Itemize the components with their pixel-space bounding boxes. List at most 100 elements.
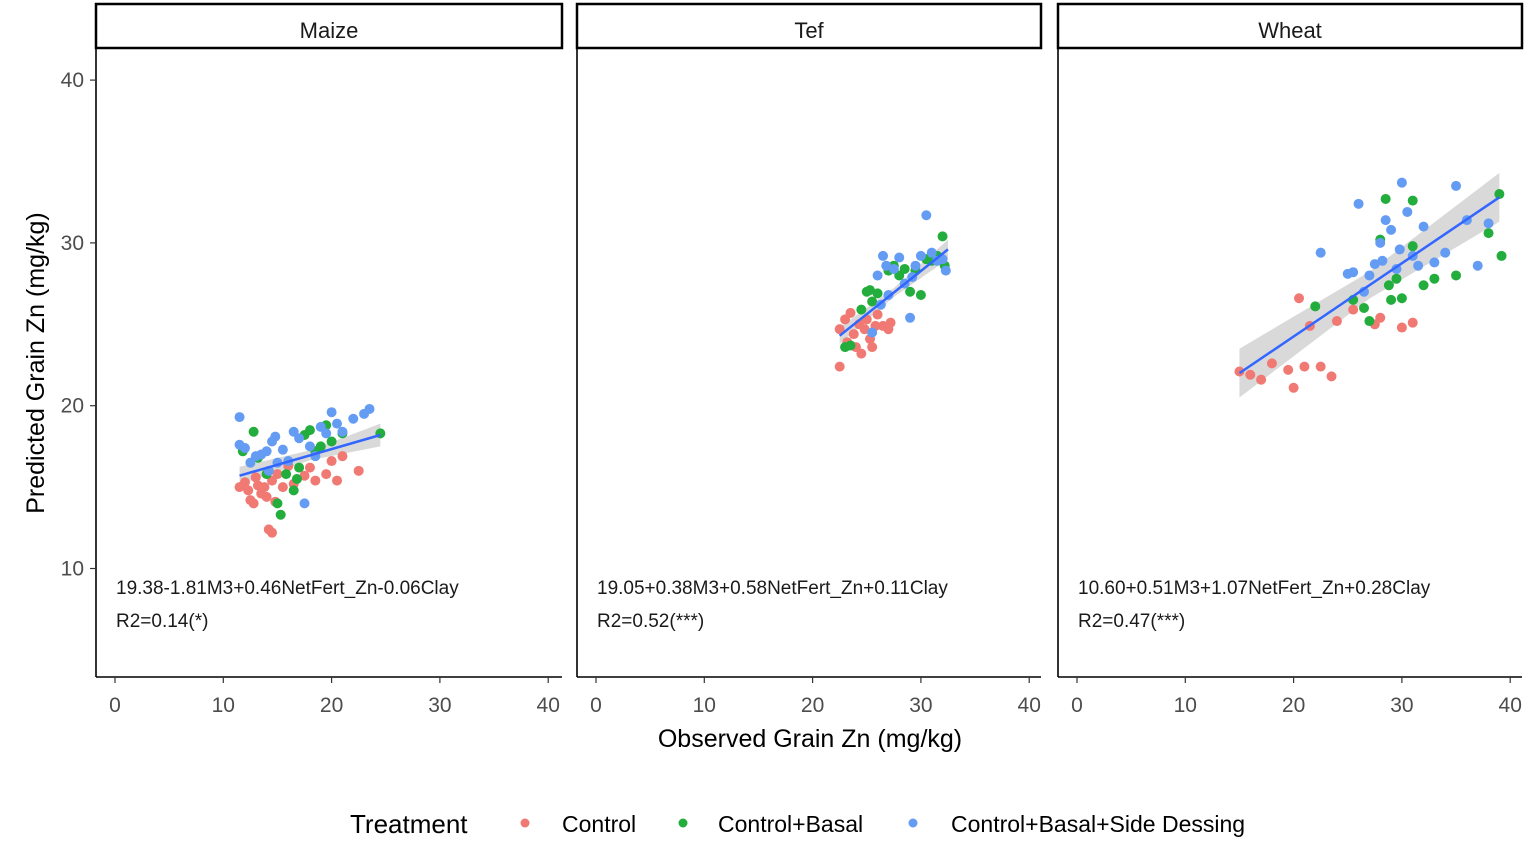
strip-label-wheat: Wheat: [1258, 18, 1322, 43]
point-tef-control-4: [845, 307, 856, 318]
point-tef-control-basal-5: [867, 296, 878, 307]
point-wheat-control-basal-2: [1358, 303, 1369, 314]
point-maize-control-23: [332, 475, 343, 486]
fit-line-wheat: [1238, 196, 1501, 375]
point-maize-control-basal-5: [275, 509, 286, 520]
point-wheat-control-basal-15: [1496, 250, 1507, 261]
point-wheat-control-7: [1299, 361, 1310, 372]
point-maize-control-basal-9: [294, 462, 305, 473]
r2-tef: R2=0.52(***): [597, 611, 704, 632]
point-tef-control-5: [848, 329, 859, 340]
point-tef-control-basal-side-dessing-8: [905, 312, 916, 323]
point-wheat-control-basal-side-dessing-13: [1413, 260, 1424, 271]
r2-maize: R2=0.14(*): [116, 611, 208, 632]
point-wheat-control-15: [1396, 322, 1407, 333]
point-tef-control-basal-side-dessing-2: [877, 250, 888, 261]
point-tef-control-basal-side-dessing-1: [872, 270, 883, 281]
point-wheat-control-basal-side-dessing-22: [1377, 255, 1388, 266]
point-wheat-control-11: [1331, 316, 1342, 327]
strip-label-maize: Maize: [300, 18, 359, 43]
point-maize-control-basal-side-dessing-2: [239, 443, 250, 454]
point-maize-control-basal-side-dessing-19: [332, 418, 343, 429]
point-wheat-control-0: [1234, 366, 1245, 377]
point-maize-control-basal-side-dessing-14: [299, 498, 310, 509]
point-wheat-control-basal-side-dessing-3: [1353, 198, 1364, 209]
point-tef-control-basal-10: [899, 263, 910, 274]
point-maize-control-basal-side-dessing-21: [348, 413, 359, 424]
legend-label-control-basal: Control+Basal: [718, 811, 863, 837]
equation-maize: 19.38-1.81M3+0.46NetFert_Zn-0.06Clay: [116, 578, 459, 599]
x-tick-label-wheat-10: 10: [1174, 694, 1197, 717]
legend-title: Treatment: [350, 809, 468, 839]
panel-tef: Tef 0 10 20 30 40 19.05+0.38M3+0.58NetFert_Zn+…: [575, 2, 1043, 717]
point-maize-control-basal-side-dessing-8: [270, 431, 281, 442]
point-maize-control-24: [337, 451, 348, 462]
point-maize-control-basal-side-dessing-17: [321, 428, 332, 439]
point-wheat-control-4: [1283, 364, 1294, 375]
point-wheat-control-basal-3: [1364, 316, 1375, 327]
point-maize-control-9: [261, 491, 272, 502]
point-tef-control-basal-side-dessing-5: [888, 263, 899, 274]
r2-wheat: R2=0.47(***): [1078, 611, 1185, 632]
point-wheat-control-12: [1348, 304, 1359, 315]
point-maize-control-14: [272, 469, 283, 480]
point-maize-control-2: [243, 485, 254, 496]
x-tick-label-tef-40: 40: [1018, 694, 1041, 717]
point-wheat-control-9: [1315, 361, 1326, 372]
point-tef-control-8: [856, 348, 867, 359]
point-maize-control-15: [277, 482, 288, 493]
point-wheat-control-basal-side-dessing-20: [1483, 218, 1494, 229]
panel-maize: Maize 0 10 20 30 40 10 20 30 40 19.38-1.81M3+0.46N…: [61, 2, 564, 717]
point-maize-control-basal-6: [281, 469, 292, 480]
strip-label-tef: Tef: [794, 18, 824, 43]
point-wheat-control-basal-5: [1380, 193, 1391, 204]
x-tick-label-maize-20: 20: [320, 694, 343, 717]
point-maize-control-5: [250, 472, 261, 483]
point-tef-control-1: [834, 361, 845, 372]
x-tick-label-maize-40: 40: [537, 694, 560, 717]
point-wheat-control-1: [1245, 369, 1256, 380]
point-maize-control-25: [353, 465, 364, 476]
point-tef-control-basal-side-dessing-10: [915, 250, 926, 261]
fit-line-maize: [239, 433, 381, 477]
panel-wheat: Wheat 0 10 20 30 40 10.60+0.51M3+1.07NetFert_Z…: [1056, 2, 1524, 717]
point-wheat-control-basal-side-dessing-0: [1315, 247, 1326, 258]
strip-tef: [575, 2, 1043, 50]
fit-line-tef: [838, 248, 949, 337]
point-maize-control-11: [267, 527, 278, 538]
point-tef-control-basal-6: [872, 288, 883, 299]
point-wheat-control-basal-side-dessing-17: [1451, 180, 1462, 191]
point-wheat-control-basal-13: [1483, 228, 1494, 239]
point-tef-control-basal-side-dessing-3: [881, 260, 892, 271]
point-tef-control-basal-4: [864, 285, 875, 296]
legend-label-control: Control: [562, 811, 636, 837]
point-wheat-control-basal-6: [1386, 294, 1397, 305]
x-tick-label-maize-30: 30: [428, 694, 451, 717]
x-tick-label-tef-10: 10: [693, 694, 716, 717]
point-wheat-control-basal-side-dessing-14: [1418, 221, 1429, 232]
series-wheat-control-basal: [1310, 189, 1507, 327]
point-tef-control-basal-side-dessing-6: [894, 252, 905, 263]
point-wheat-control-basal-12: [1451, 270, 1462, 281]
point-tef-control-basal-13: [915, 289, 926, 300]
point-maize-control-20: [310, 475, 321, 486]
point-maize-control-basal-side-dessing-13: [294, 433, 305, 444]
point-wheat-control-basal-8: [1396, 293, 1407, 304]
x-tick-label-maize-0: 0: [109, 694, 121, 717]
equation-tef: 19.05+0.38M3+0.58NetFert_Zn+0.11Clay: [597, 578, 948, 599]
point-wheat-control-basal-side-dessing-6: [1375, 237, 1386, 248]
point-maize-control-4: [248, 498, 259, 509]
legend-key-control: [520, 818, 530, 828]
point-wheat-control-2: [1256, 374, 1267, 385]
point-tef-control-12: [867, 342, 878, 353]
series-maize-control-basal-side-dessing: [234, 403, 375, 509]
point-tef-control-basal-side-dessing-9: [910, 260, 921, 271]
point-maize-control-22: [326, 456, 337, 467]
point-tef-control-17: [885, 317, 896, 328]
point-wheat-control-5: [1288, 382, 1299, 393]
point-wheat-control-6: [1294, 293, 1305, 304]
point-tef-control-basal-side-dessing-12: [926, 247, 937, 258]
x-tick-label-wheat-0: 0: [1071, 694, 1083, 717]
point-wheat-control-basal-7: [1391, 273, 1402, 284]
